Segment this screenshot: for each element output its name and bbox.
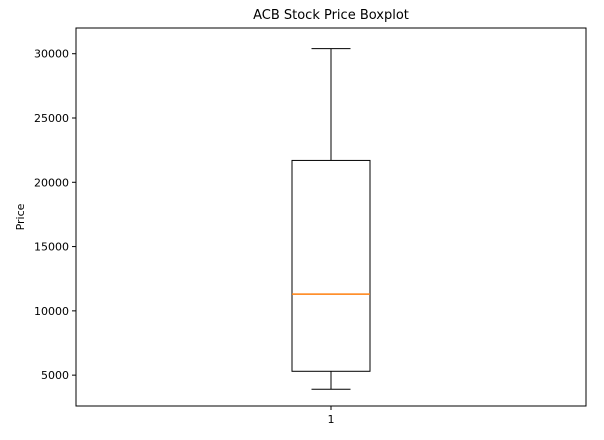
y-tick-label: 20000	[34, 176, 69, 189]
x-tick-label: 1	[328, 413, 335, 426]
y-axis-ticks: 5000 10000 15000 20000 25000 30000	[34, 48, 76, 382]
interquartile-box	[291, 159, 371, 372]
y-tick-label: 30000	[34, 48, 69, 61]
y-tick-label: 15000	[34, 241, 69, 254]
y-tick-label: 25000	[34, 112, 69, 125]
x-axis-ticks: 1	[328, 406, 335, 426]
plot-frame	[75, 27, 587, 407]
y-tick-label: 5000	[41, 369, 69, 382]
y-tick-label: 10000	[34, 305, 69, 318]
box-group	[291, 48, 371, 390]
chart-title: ACB Stock Price Boxplot	[253, 8, 409, 23]
y-axis-label: Price	[14, 203, 27, 230]
box-1	[291, 48, 371, 390]
